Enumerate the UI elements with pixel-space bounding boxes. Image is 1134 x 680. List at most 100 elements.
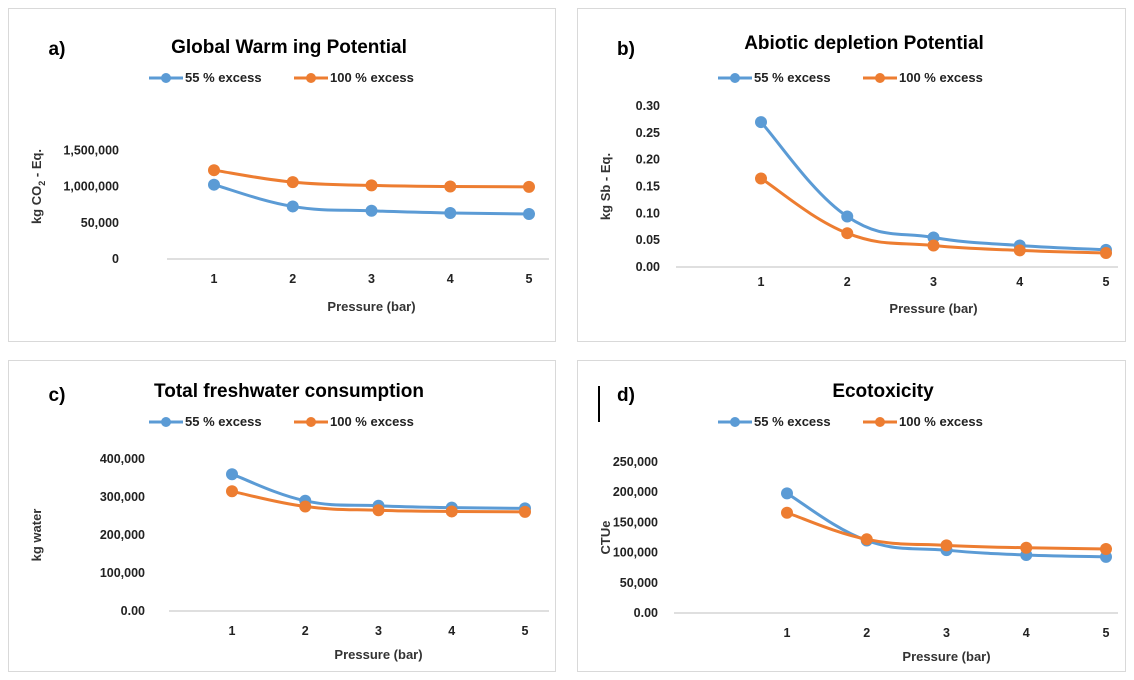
chart-d-ytick-0: 0.00 [634, 606, 658, 620]
chart-c-point-1-0 [226, 485, 238, 498]
chart-a-ytick-2: 1,000,000 [63, 180, 119, 194]
chart-d-legend-marker-0 [730, 417, 740, 427]
chart-b-xtick-3: 4 [1016, 275, 1023, 289]
chart-d-ytick-3: 150,000 [613, 515, 658, 529]
chart-a-point-1-1 [286, 176, 299, 189]
chart-b-ylabel-main: kg Sb - Eq. [598, 153, 613, 220]
chart-c-point-1-1 [299, 500, 312, 513]
chart-b-ytick-1: 0.05 [636, 233, 660, 247]
chart-b-legend-marker-0 [730, 73, 740, 83]
chart-b-point-1-2 [927, 239, 940, 252]
chart-d-point-1-0 [781, 506, 793, 519]
chart-a-ytick-0: 0 [112, 252, 119, 266]
chart-c-letter: c) [49, 385, 66, 406]
chart-a-xtick-0: 1 [211, 272, 218, 286]
chart-b-svg: b) Abiotic depletion Potential 55 % excess… [598, 33, 1118, 316]
chart-b-ylabel: kg Sb - Eq. [598, 153, 613, 220]
chart-d-legend-label-0: 55 % excess [754, 414, 831, 429]
chart-c-xtick-2: 3 [375, 624, 382, 638]
vertical-marker-line [598, 386, 600, 422]
chart-b-ytick-0: 0.00 [636, 260, 660, 274]
chart-d-point-1-2 [940, 539, 953, 552]
chart-c-legend-marker-0 [161, 417, 171, 427]
chart-a-xtick-2: 3 [368, 272, 375, 286]
chart-a-letter: a) [49, 39, 66, 60]
chart-b-ytick-4: 0.20 [636, 153, 660, 167]
chart-a-legend-marker-0 [161, 73, 171, 83]
chart-a-point-1-0 [208, 164, 220, 177]
chart-a-point-0-0 [208, 178, 220, 191]
chart-d-xtick-3: 4 [1023, 626, 1030, 640]
chart-d-ylabel: CTUe [598, 521, 613, 555]
chart-a-xtick-3: 4 [447, 272, 454, 286]
chart-c-ytick-3: 300,000 [100, 490, 145, 504]
chart-b-legend-label-0: 55 % excess [754, 70, 831, 85]
chart-c-xlabel: Pressure (bar) [334, 647, 422, 662]
chart-d-point-0-0 [781, 487, 793, 500]
chart-b-ytick-3: 0.15 [636, 180, 660, 194]
chart-a-xtick-4: 5 [526, 272, 533, 286]
chart-c-ylabel-main: kg water [29, 509, 44, 562]
chart-c-legend-label-0: 55 % excess [185, 414, 262, 429]
chart-a-xtick-1: 2 [289, 272, 296, 286]
chart-c-legend-item-1: 100 % excess [294, 414, 414, 429]
chart-b-legend-label-1: 100 % excess [899, 70, 983, 85]
chart-b-point-1-3 [1013, 244, 1026, 257]
chart-d-xtick-1: 2 [863, 626, 870, 640]
chart-c-legend-marker-1 [306, 417, 316, 427]
chart-c-title: Total freshwater consumption [154, 381, 424, 402]
chart-a-svg: a) Global Warm ing Potential 55 % excess 1 0… [29, 37, 549, 314]
chart-a-point-1-3 [444, 180, 457, 193]
chart-panel-b: b) Abiotic depletion Potential 55 % excess… [577, 8, 1126, 342]
chart-b-title: Abiotic depletion Potential [744, 33, 984, 54]
chart-b-letter: b) [617, 39, 635, 60]
chart-a-point-0-3 [444, 206, 457, 219]
chart-a-point-0-4 [523, 208, 535, 221]
chart-c-xtick-4: 5 [522, 624, 529, 638]
chart-d-legend-item-1: 100 % excess [863, 414, 983, 429]
chart-c-ytick-0: 0.00 [121, 604, 145, 618]
chart-b-ytick-5: 0.25 [636, 126, 660, 140]
chart-d-xtick-2: 3 [943, 626, 950, 640]
chart-c-point-1-3 [445, 505, 458, 518]
chart-d-point-1-4 [1100, 542, 1112, 555]
chart-c-point-1-2 [372, 504, 385, 517]
chart-b-xlabel: Pressure (bar) [889, 301, 977, 316]
chart-a-legend-label-0: 55 % excess [185, 70, 262, 85]
chart-d-xtick-0: 1 [784, 626, 791, 640]
chart-d-title: Ecotoxicity [832, 381, 934, 402]
chart-d-ytick-4: 200,000 [613, 485, 658, 499]
chart-panel-d: d) Ecotoxicity 55 % excess 100 % excess 0.00… [577, 360, 1126, 672]
chart-b-xtick-0: 1 [758, 275, 765, 289]
chart-c-xtick-0: 1 [229, 624, 236, 638]
chart-b-ytick-6: 0.30 [636, 99, 660, 113]
chart-b-point-0-1 [841, 210, 854, 223]
chart-d-ytick-5: 250,000 [613, 455, 658, 469]
chart-c-point-0-0 [226, 468, 238, 481]
chart-a-ytick-1: 50,000 [81, 216, 119, 230]
chart-d-legend-marker-1 [875, 417, 885, 427]
chart-d-point-1-3 [1020, 541, 1033, 554]
chart-c-xtick-1: 2 [302, 624, 309, 638]
chart-a-ytick-3: 1,500,000 [63, 143, 119, 157]
chart-c-legend-item-0: 55 % excess [149, 414, 262, 429]
chart-d-xlabel: Pressure (bar) [902, 649, 990, 664]
chart-a-title: Global Warm ing Potential [171, 37, 407, 58]
chart-a-ylabel: kg CO2 - Eq. [29, 149, 47, 224]
chart-b-ytick-2: 0.10 [636, 206, 660, 220]
chart-a-legend-item-0: 55 % excess [149, 70, 262, 85]
chart-a-legend-marker-1 [306, 73, 316, 83]
chart-c-ytick-1: 100,000 [100, 566, 145, 580]
chart-b-series-line-0 [759, 121, 1107, 252]
chart-a-point-1-4 [523, 180, 535, 193]
chart-b-point-1-1 [841, 227, 854, 240]
chart-b-legend-item-0: 55 % excess [718, 70, 831, 85]
chart-b-point-1-0 [755, 172, 767, 185]
chart-b-legend-item-1: 100 % excess [863, 70, 983, 85]
chart-b-point-0-0 [755, 116, 767, 129]
chart-c-legend-label-1: 100 % excess [330, 414, 414, 429]
chart-b-point-1-4 [1100, 247, 1112, 260]
chart-d-ytick-1: 50,000 [620, 576, 658, 590]
chart-d-legend-item-0: 55 % excess [718, 414, 831, 429]
chart-d-xtick-4: 5 [1103, 626, 1110, 640]
